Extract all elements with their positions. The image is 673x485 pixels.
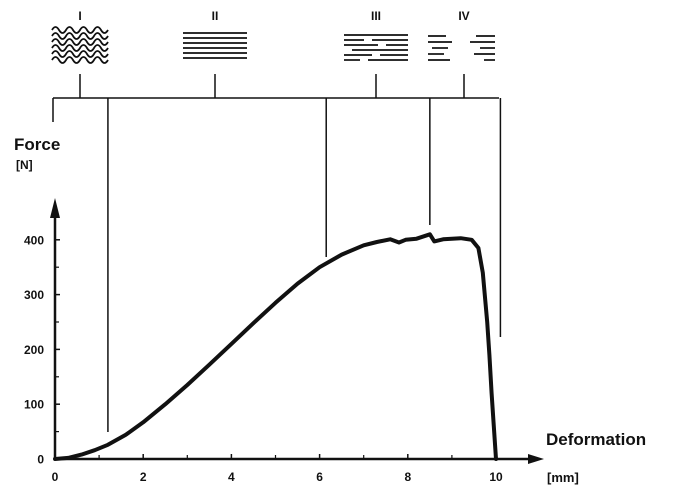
y-axis-title: Force — [14, 135, 60, 154]
y-tick-label: 0 — [37, 453, 44, 467]
x-axis-title: Deformation — [546, 430, 646, 449]
ruptured-fibers-icon — [428, 35, 495, 61]
x-tick-label: 2 — [140, 470, 147, 484]
x-tick-label: 0 — [52, 470, 59, 484]
y-tick-label: 300 — [24, 288, 44, 302]
partially-broken-fibers-icon — [344, 34, 408, 61]
force-curve-line — [53, 232, 498, 461]
wavy-fiber — [51, 44, 109, 52]
straight-fibers-icon — [183, 32, 247, 59]
stage-label: III — [371, 9, 381, 23]
x-tick-label: 10 — [489, 470, 503, 484]
y-tick-label: 400 — [24, 233, 44, 247]
x-axis-arrowhead — [528, 454, 544, 464]
wavy-fibers-icon — [51, 26, 109, 64]
wavy-fiber — [51, 56, 109, 64]
stage-label: I — [78, 9, 81, 23]
x-tick-label: 8 — [404, 470, 411, 484]
y-axis-unit: [N] — [16, 158, 33, 172]
wavy-fiber — [51, 32, 109, 40]
wavy-fiber — [51, 50, 109, 58]
stage-icons — [51, 26, 495, 64]
x-axis-unit: [mm] — [547, 470, 579, 485]
wavy-fiber — [51, 26, 109, 34]
stage-labels: I II III IV — [78, 9, 469, 23]
x-tick-label: 4 — [228, 470, 235, 484]
stage-label: IV — [458, 9, 469, 23]
x-tick-label: 6 — [316, 470, 323, 484]
axes — [50, 198, 544, 464]
y-axis-arrowhead — [50, 198, 60, 218]
y-tick-label: 200 — [24, 343, 44, 357]
stage-label: II — [212, 9, 219, 23]
force-curve — [53, 232, 498, 461]
wavy-fiber — [51, 38, 109, 46]
y-tick-label: 100 — [24, 398, 44, 412]
stage-bracket — [52, 74, 502, 432]
